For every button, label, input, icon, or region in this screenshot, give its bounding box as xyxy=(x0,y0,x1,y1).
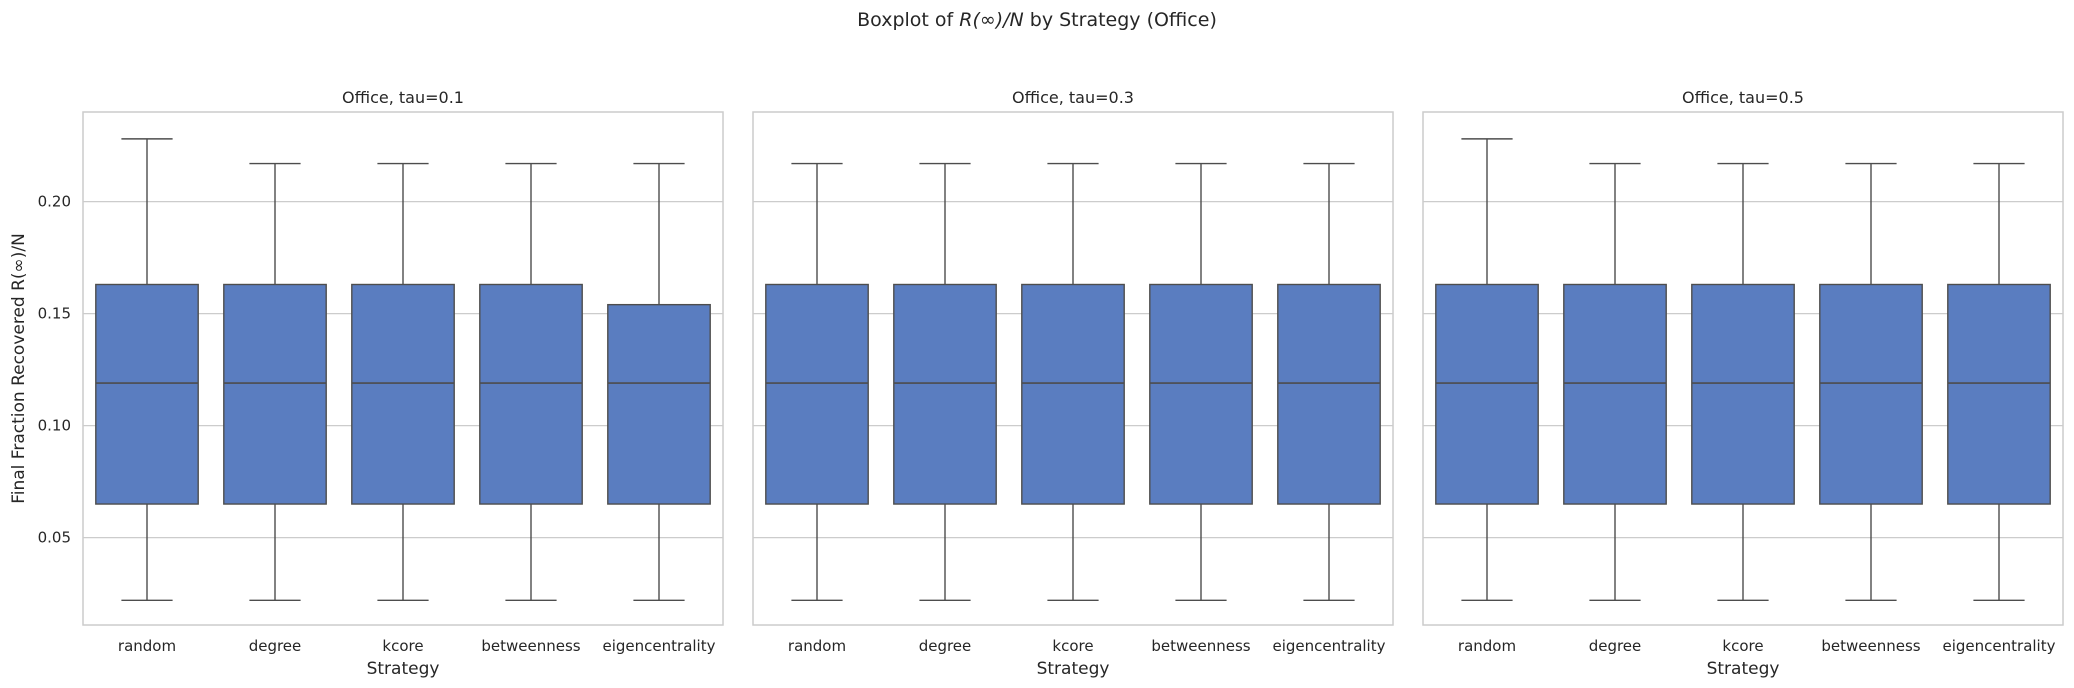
box-kcore xyxy=(351,162,455,602)
box-betweenness xyxy=(479,162,583,602)
iqr-box xyxy=(223,283,327,505)
x-tick-label: degree xyxy=(919,637,972,655)
x-tick-label: random xyxy=(1458,637,1516,655)
iqr-box xyxy=(95,283,199,505)
iqr-box xyxy=(1819,283,1923,505)
y-tick-label: 0.20 xyxy=(38,193,71,211)
x-tick-label: eigencentrality xyxy=(1943,637,2056,655)
iqr-box xyxy=(1691,283,1795,505)
x-axis-label: Strategy xyxy=(1707,659,1780,679)
x-tick-label: random xyxy=(118,637,176,655)
panel-title: Office, tau=0.5 xyxy=(1682,88,1804,107)
iqr-box xyxy=(351,283,455,505)
x-tick-label: random xyxy=(788,637,846,655)
figure-suptitle: Boxplot of R(∞)/N by Strategy (Office) xyxy=(857,9,1217,31)
box-degree xyxy=(223,162,327,602)
box-betweenness xyxy=(1819,162,1923,602)
panel-title: Office, tau=0.3 xyxy=(1012,88,1134,107)
x-tick-label: eigencentrality xyxy=(603,637,716,655)
x-tick-label: kcore xyxy=(382,637,423,655)
box-degree xyxy=(1563,162,1667,602)
iqr-box xyxy=(1149,283,1253,505)
iqr-box xyxy=(765,283,869,505)
box-betweenness xyxy=(1149,162,1253,602)
iqr-box xyxy=(1277,283,1381,505)
box-random xyxy=(95,138,199,602)
x-tick-label: degree xyxy=(1589,637,1642,655)
box-random xyxy=(1435,138,1539,602)
x-tick-label: betweenness xyxy=(1821,637,1920,655)
panel-title: Office, tau=0.1 xyxy=(342,88,464,107)
x-tick-label: eigencentrality xyxy=(1273,637,1386,655)
x-tick-label: betweenness xyxy=(1151,637,1250,655)
panel-frame xyxy=(1422,111,2064,626)
box-eigencentrality xyxy=(1947,162,2051,602)
iqr-box xyxy=(479,283,583,505)
x-tick-label: degree xyxy=(249,637,302,655)
y-tick-label: 0.15 xyxy=(38,305,71,323)
box-degree xyxy=(893,162,997,602)
box-kcore xyxy=(1691,162,1795,602)
x-tick-label: kcore xyxy=(1052,637,1093,655)
iqr-box xyxy=(1947,283,2051,505)
y-tick-label: 0.05 xyxy=(38,529,71,547)
y-axis-label: Final Fraction Recovered R(∞)/N xyxy=(9,233,29,504)
panel-frame xyxy=(752,111,1394,626)
box-random xyxy=(765,162,869,602)
panel-3: random degree kcore betweenness eigencentral… xyxy=(1422,88,2064,679)
x-tick-label: betweenness xyxy=(481,637,580,655)
x-tick-label: kcore xyxy=(1722,637,1763,655)
x-axis-label: Strategy xyxy=(367,659,440,679)
box-kcore xyxy=(1021,162,1125,602)
iqr-box xyxy=(1563,283,1667,505)
x-axis-label: Strategy xyxy=(1037,659,1110,679)
iqr-box xyxy=(893,283,997,505)
box-eigencentrality xyxy=(607,162,711,602)
panel-2: random degree kcore betweenness eigencentral… xyxy=(752,88,1394,679)
iqr-box xyxy=(1435,283,1539,505)
iqr-box xyxy=(1021,283,1125,505)
box-eigencentrality xyxy=(1277,162,1381,602)
panel-frame xyxy=(82,111,724,626)
iqr-box xyxy=(607,303,711,505)
y-tick-label: 0.10 xyxy=(38,417,71,435)
panel-1: random degree kcore betweenness eigencentral… xyxy=(9,88,724,679)
